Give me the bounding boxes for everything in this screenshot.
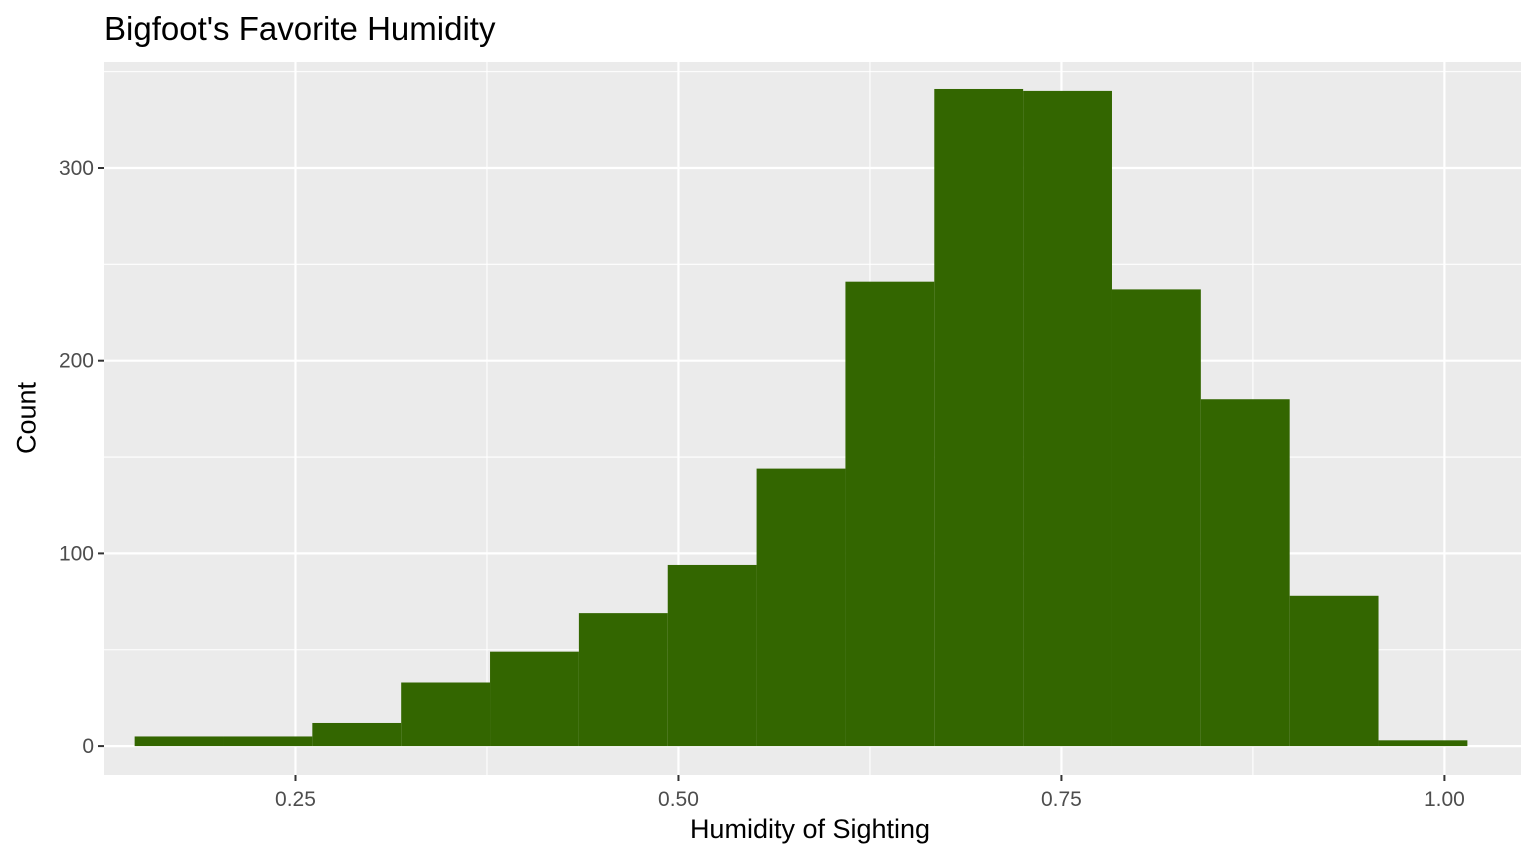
x-tick-label: 0.75: [1041, 788, 1082, 811]
y-tick-label: 300: [59, 157, 94, 180]
histogram-bar: [490, 651, 579, 747]
y-tick-label: 200: [59, 350, 94, 373]
histogram-bar: [312, 722, 402, 747]
histogram-bar: [1023, 90, 1112, 747]
histogram-bar: [223, 736, 313, 747]
histogram-bar: [134, 736, 224, 747]
histogram-bar: [401, 682, 491, 747]
histogram-bar: [845, 281, 935, 747]
x-tick-label: 0.50: [658, 788, 699, 811]
y-tick-label: 100: [59, 542, 94, 565]
histogram-bar: [1200, 399, 1290, 747]
x-tick-label: 0.25: [275, 788, 316, 811]
histogram-bar: [667, 564, 757, 747]
x-axis-title: Humidity of Sighting: [689, 814, 931, 844]
histogram-bar: [934, 88, 1024, 747]
histogram-bar: [1289, 595, 1379, 747]
histogram-bar: [1378, 740, 1468, 747]
y-tick-label: 0: [82, 735, 94, 758]
histogram-bar: [578, 613, 668, 747]
histogram-bar: [756, 468, 846, 747]
y-axis-title: Count: [11, 381, 42, 455]
chart-title: Bigfoot's Favorite Humidity: [104, 10, 496, 47]
x-tick-label: 1.00: [1424, 788, 1465, 811]
histogram-bar: [1111, 289, 1201, 747]
